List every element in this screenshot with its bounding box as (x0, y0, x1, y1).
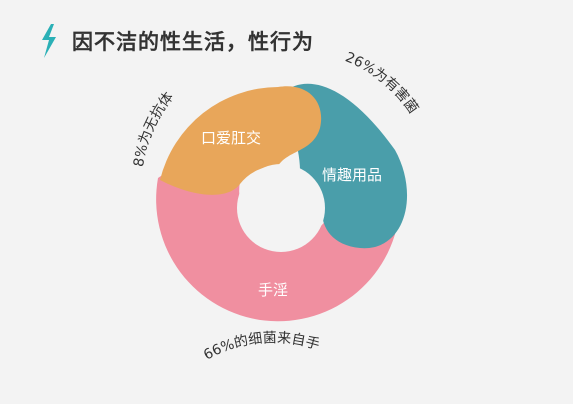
lightning-bolt-icon (42, 24, 56, 58)
label-shouyin: 手淫 (258, 281, 288, 299)
label-kouai: 口爱肛交 (201, 129, 261, 147)
header: 因不洁的性生活，性行为 (40, 24, 314, 58)
page-title: 因不洁的性生活，性行为 (72, 30, 314, 54)
donut-hole (237, 164, 325, 252)
slice-kouai (160, 86, 322, 195)
label-qingqu: 情趣用品 (322, 166, 382, 184)
annotation-shouyin: 66%的细菌来自手 (201, 330, 321, 363)
